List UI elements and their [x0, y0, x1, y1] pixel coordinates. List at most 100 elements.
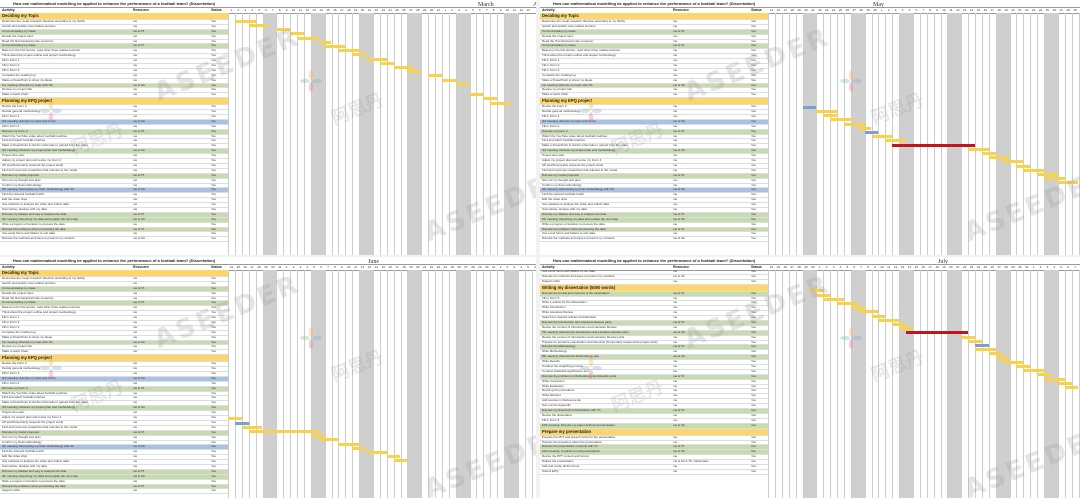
day-column [1023, 13, 1031, 255]
header-resource: Resource [673, 8, 689, 12]
task-activity: Prepare the questions about the presenta… [542, 440, 603, 444]
task-activity: Think about the project outline and proj… [542, 54, 616, 58]
task-resource: me & TA [133, 173, 145, 177]
timeline-grid [768, 13, 1080, 255]
day-number: 20 [416, 265, 420, 269]
day-column [276, 13, 284, 255]
day-column [1030, 13, 1038, 255]
task-status: Yes [751, 105, 756, 109]
day-column [830, 13, 838, 255]
task-resource: me [133, 232, 138, 236]
task-activity: Find and watch football matches [542, 139, 586, 143]
task-resource: me [133, 335, 138, 339]
task-status: Yes [211, 134, 216, 138]
task-activity: search and quickly view relative lecture… [542, 24, 596, 28]
task-resource: me [133, 105, 138, 109]
task-row: Make a PowerPoint to list the informatio… [0, 144, 228, 150]
day-number: 24 [769, 265, 774, 269]
day-number: 1 [285, 265, 288, 269]
timeline-grid [228, 270, 536, 498]
task-resource: me & SA [133, 217, 145, 221]
day-column [310, 270, 319, 498]
task-bar [366, 57, 387, 61]
day-number: 28 [416, 8, 420, 12]
task-status: Yes [751, 325, 756, 329]
task-resource: me [133, 396, 138, 400]
task-resource: me & SA [133, 83, 145, 87]
task-resource: me [133, 325, 138, 329]
task-status: Yes [211, 391, 216, 395]
task-status: Yes [211, 163, 216, 167]
task-status: Yes [211, 119, 216, 123]
task-activity: 1st meeting: Discuss my topic with SA [2, 83, 53, 87]
task-activity: Conduct the weighting process [542, 365, 584, 369]
task-status: Yes [211, 325, 216, 329]
day-column [892, 270, 900, 498]
task-row: Revise the Form 3 me Yes [0, 362, 228, 368]
day-number: 5 [313, 265, 316, 269]
task-activity: Fill in Form 4 [542, 124, 560, 128]
task-row: Make a Gantt Chart me Yes [0, 350, 228, 356]
task-activity: Based on the first lecture, read other t… [2, 49, 81, 53]
day-column [1044, 270, 1052, 498]
task-bar [857, 310, 879, 314]
day-column [1078, 270, 1080, 498]
task-row: Write Methodology me Yes [540, 350, 768, 356]
day-column [1044, 13, 1052, 255]
day-column [885, 13, 893, 255]
task-resource: me [673, 360, 678, 364]
day-column [269, 270, 278, 498]
task-resource: me [673, 222, 678, 226]
task-resource: me [673, 198, 678, 202]
day-number: 24 [388, 8, 392, 12]
task-status: Yes [751, 217, 756, 221]
day-column [774, 270, 783, 498]
task-resource: me & TA [673, 227, 685, 231]
day-column [483, 13, 491, 255]
day-number: 20 [949, 265, 953, 269]
task-activity: Use excel forms and folders to sort data [542, 270, 596, 273]
task-activity: Fill in Form 5 [542, 418, 560, 422]
task-activity: Fill in Form 3 [2, 68, 20, 72]
task-resource: me [133, 311, 138, 315]
task-status: Yes [751, 418, 756, 422]
task-row: Revise the Form 3 me Yes [540, 105, 768, 111]
day-number: 14 [374, 265, 378, 269]
day-number: 19 [942, 265, 946, 269]
task-resource: me [673, 49, 678, 53]
task-resource: me [673, 325, 678, 329]
day-column [352, 270, 360, 498]
task-row: Find and read new researches that releva… [0, 426, 228, 431]
task-activity: Fill in Form 4 [2, 115, 20, 119]
task-row: Discuss the presentation contents with T… [540, 445, 768, 451]
task-activity: Make a PowerPoint to list the informatio… [2, 144, 88, 148]
day-number: 24 [229, 265, 234, 269]
task-status: Yes [211, 311, 216, 315]
day-number: 18 [402, 265, 406, 269]
day-column [448, 270, 457, 498]
task-row: Based on the first lecture, read other t… [540, 49, 768, 55]
task-resource: me & TA [133, 227, 145, 231]
day-column [816, 270, 824, 498]
day-column [988, 13, 997, 255]
task-resource: me [673, 455, 678, 459]
day-number: 27 [409, 8, 413, 12]
day-column [878, 13, 886, 255]
task-status: Yes [211, 367, 216, 371]
task-row: 3rd meeting: Discuss my project plan and… [0, 149, 228, 155]
day-number: 28 [471, 265, 475, 269]
task-status: Yes [751, 445, 756, 449]
day-column [947, 13, 956, 255]
day-number: 15 [976, 8, 981, 12]
task-bar [1037, 173, 1058, 176]
day-number: 23 [1031, 8, 1036, 12]
task-activity: AP test(Temporarily suspend the project … [542, 163, 604, 167]
task-row: search and quickly view relative lecture… [540, 25, 768, 30]
task-status: Yes [751, 124, 756, 128]
day-number: 19 [797, 8, 801, 12]
task-row: 3rd meeting: discuss my topic and forms m… [0, 376, 228, 382]
header-status: Status [751, 8, 762, 12]
day-number: 13 [312, 8, 316, 12]
task-status: Yes [751, 207, 756, 211]
task-status: Yes [211, 445, 216, 449]
